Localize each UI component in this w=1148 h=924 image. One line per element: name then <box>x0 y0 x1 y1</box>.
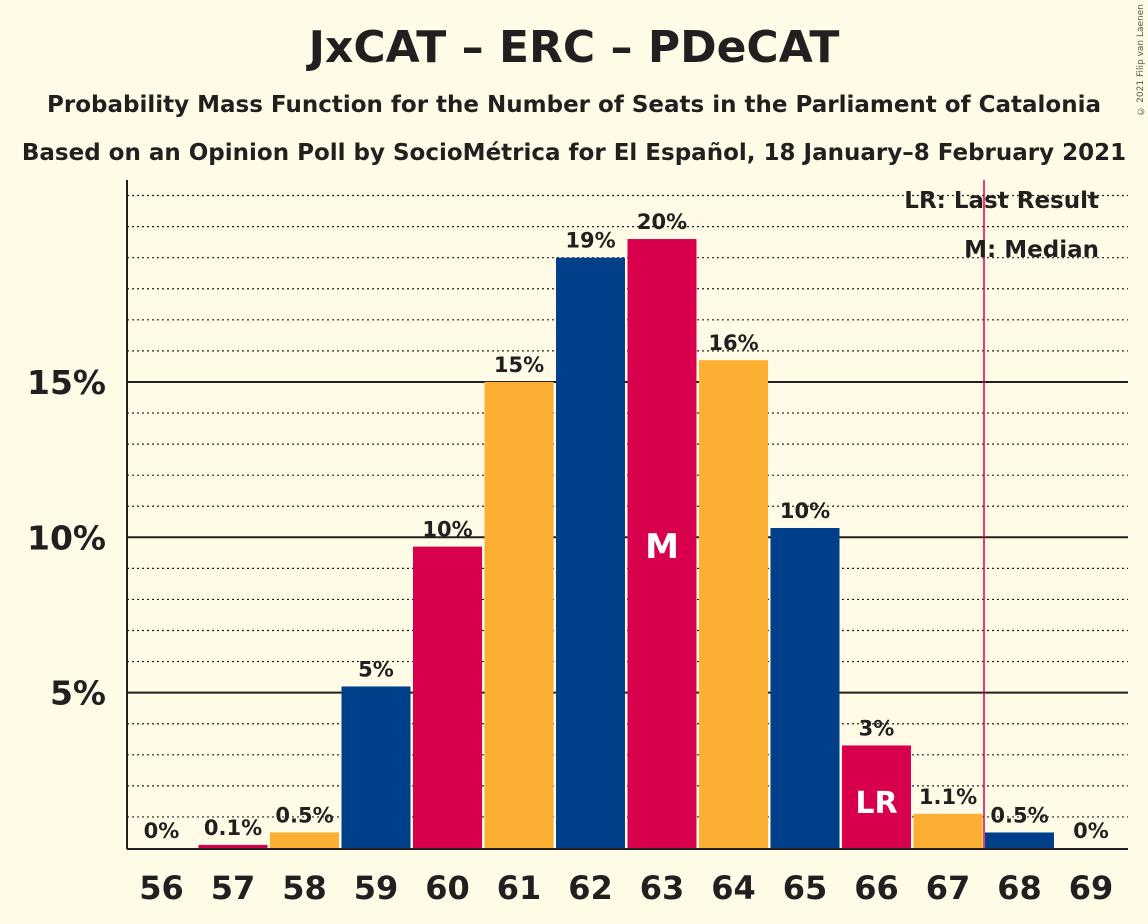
data-label: 0.1% <box>204 816 262 840</box>
legend-median: M: Median <box>964 237 1099 263</box>
x-tick-label: 65 <box>783 869 828 907</box>
data-label: 10% <box>422 518 472 542</box>
y-tick-label: 5% <box>50 674 106 713</box>
x-tick-label: 67 <box>926 869 971 907</box>
bar <box>270 832 339 848</box>
data-label: 0.5% <box>990 803 1048 827</box>
data-label: 3% <box>859 716 895 740</box>
x-tick-label: 56 <box>139 869 184 907</box>
bar <box>699 360 768 848</box>
chart-title: JxCAT – ERC – PDeCAT <box>308 22 840 73</box>
bar <box>484 381 554 848</box>
chart-subtitle-source: Based on an Opinion Poll by SocioMétrica… <box>21 140 1127 166</box>
bar <box>913 813 983 848</box>
x-tick-label: 62 <box>568 869 613 907</box>
bar <box>770 527 840 848</box>
y-tick-label: 10% <box>27 518 106 557</box>
x-tick-label: 59 <box>354 869 399 907</box>
x-tick-label: 66 <box>854 869 899 907</box>
x-tick-label: 58 <box>282 869 327 907</box>
legend-last-result: LR: Last Result <box>904 188 1099 214</box>
data-label: 0.5% <box>275 803 333 827</box>
x-tick-label: 69 <box>1069 869 1114 907</box>
median-marker: M <box>645 527 679 567</box>
bar <box>985 832 1054 848</box>
data-label: 1.1% <box>919 785 977 809</box>
data-label: 16% <box>708 331 758 355</box>
data-label: 0% <box>144 819 180 843</box>
chart-subtitle: Probability Mass Function for the Number… <box>47 92 1101 118</box>
bar <box>842 745 911 848</box>
bar <box>627 239 697 848</box>
data-label: 19% <box>565 229 615 253</box>
x-tick-label: 57 <box>211 869 256 907</box>
y-tick-label: 15% <box>27 363 106 402</box>
data-label: 20% <box>637 210 687 234</box>
bar <box>556 257 625 848</box>
x-tick-label: 68 <box>997 869 1042 907</box>
x-tick-label: 61 <box>497 869 542 907</box>
data-label: 15% <box>494 353 544 377</box>
bar <box>341 686 411 848</box>
x-tick-label: 64 <box>711 869 756 907</box>
bar <box>413 546 482 848</box>
x-tick-label: 63 <box>640 869 685 907</box>
last-result-marker: LR <box>855 786 897 821</box>
data-label: 10% <box>780 499 830 523</box>
data-label: 5% <box>358 657 394 681</box>
data-label: 0% <box>1073 819 1109 843</box>
bar <box>198 844 268 848</box>
x-tick-label: 60 <box>425 869 470 907</box>
